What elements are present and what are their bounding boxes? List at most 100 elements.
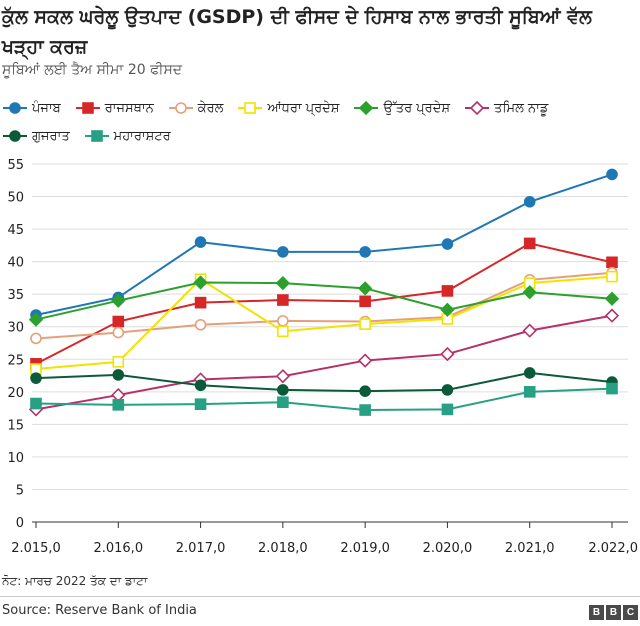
series-group bbox=[30, 367, 618, 397]
y-tick-label: 25 bbox=[7, 353, 24, 368]
series-line bbox=[35, 271, 613, 340]
footer-divider bbox=[0, 596, 640, 597]
legend-swatch bbox=[354, 101, 379, 115]
footnote: ਨੋਟ: ਮਾਰਚ 2022 ਤੱਕ ਦਾ ਡਾਟਾ bbox=[2, 574, 148, 588]
data-point bbox=[359, 318, 371, 330]
data-point bbox=[112, 356, 125, 368]
y-tick-label: 50 bbox=[7, 191, 24, 206]
x-tick-label: 2.016,0 bbox=[93, 541, 143, 556]
data-point bbox=[440, 302, 455, 317]
data-point bbox=[277, 294, 289, 306]
series-group bbox=[28, 308, 620, 417]
legend-marker bbox=[174, 102, 187, 114]
legend-marker bbox=[9, 102, 21, 114]
data-point bbox=[522, 323, 537, 338]
bbc-logo-letter: B bbox=[589, 605, 604, 620]
legend-item: ਰਾਜਸਥਾਨ bbox=[75, 101, 154, 116]
data-point bbox=[277, 384, 289, 396]
legend-swatch bbox=[3, 102, 27, 114]
data-point bbox=[358, 353, 373, 368]
y-tick-label: 10 bbox=[7, 451, 24, 466]
legend-item: ਉੱਤਰ ਪ੍ਰਦੇਸ਼ bbox=[353, 101, 450, 116]
data-point bbox=[440, 346, 455, 362]
data-point bbox=[441, 384, 454, 396]
series-line bbox=[35, 275, 613, 371]
y-tick-label: 55 bbox=[7, 158, 24, 173]
series-line bbox=[35, 281, 613, 321]
data-point bbox=[441, 285, 454, 297]
legend-label: ਰਾਜਸਥਾਨ bbox=[104, 100, 154, 116]
data-point bbox=[194, 379, 207, 392]
data-point bbox=[112, 369, 125, 381]
legend-marker bbox=[469, 101, 485, 115]
data-point bbox=[441, 403, 454, 416]
data-point bbox=[194, 318, 207, 331]
data-point bbox=[523, 367, 536, 379]
legend-swatch bbox=[3, 130, 27, 142]
legend-label: ਕੇਰਲ bbox=[197, 100, 224, 116]
legend-label: ਆਂਧਰਾ ਪ੍ਰਦੇਸ਼ bbox=[267, 100, 340, 116]
legend-swatch bbox=[84, 130, 109, 142]
legend-label: ਉੱਤਰ ਪ੍ਰਦੇਸ਼ bbox=[383, 100, 451, 116]
data-point bbox=[112, 326, 125, 339]
data-point bbox=[606, 168, 618, 181]
data-point bbox=[30, 372, 42, 384]
legend-row-1: ਪੰਜਾਬ ਰਾਜਸਥਾਨ ਕੇਰਲ ਆਂਧਰਾ ਪ੍ਰਦੇਸ਼ ਉੱਤਰ ਪ੍ਰਦੇਸ… bbox=[2, 94, 638, 122]
legend: ਪੰਜਾਬ ਰਾਜਸਥਾਨ ਕੇਰਲ ਆਂਧਰਾ ਪ੍ਰਦੇਸ਼ ਉੱਤਰ ਪ੍ਰਦੇਸ… bbox=[2, 94, 638, 150]
data-point bbox=[359, 385, 371, 397]
series-line bbox=[35, 387, 613, 412]
data-point bbox=[28, 312, 44, 327]
line-chart: 0 5 10 15 20 25 30 35 40 45 50 55 2.015,0 2.016,0 2.01… bbox=[7, 158, 638, 556]
data-point bbox=[606, 256, 618, 269]
x-tick-label: 2.022,0 bbox=[588, 541, 638, 556]
legend-marker bbox=[244, 102, 257, 114]
data-point bbox=[275, 275, 290, 291]
bbc-logo-letter: C bbox=[623, 605, 638, 620]
y-tick-label: 35 bbox=[7, 288, 24, 303]
data-point bbox=[523, 237, 536, 250]
data-point bbox=[194, 296, 207, 309]
data-point bbox=[606, 382, 618, 395]
legend-label: ਗੁਜਰਾਤ bbox=[32, 128, 70, 144]
legend-marker bbox=[9, 130, 21, 142]
data-point bbox=[277, 246, 289, 258]
y-tick-label: 20 bbox=[7, 386, 24, 401]
data-point bbox=[275, 369, 290, 384]
data-point bbox=[112, 315, 125, 328]
y-tick-label: 5 bbox=[16, 483, 24, 498]
legend-item: ਆਂਧਰਾ ਪ੍ਰਦੇਸ਼ bbox=[237, 101, 339, 116]
series-line bbox=[35, 173, 613, 316]
data-point bbox=[606, 270, 618, 283]
x-tick-label: 2.015,0 bbox=[11, 541, 61, 556]
data-point bbox=[522, 285, 537, 300]
source-text: Source: Reserve Bank of India bbox=[2, 603, 197, 618]
legend-swatch bbox=[168, 102, 193, 114]
y-tick-label: 30 bbox=[7, 321, 24, 336]
x-tick-label: 2.021,0 bbox=[505, 541, 555, 556]
x-tick-label: 2.017,0 bbox=[176, 541, 226, 556]
legend-item: ਤਮਿਲ ਨਾਡੂ bbox=[464, 101, 548, 116]
data-point bbox=[112, 399, 125, 411]
legend-item: ਗੁਜਰਾਤ bbox=[2, 129, 70, 144]
legend-label: ਪੰਜਾਬ bbox=[32, 100, 61, 116]
data-point bbox=[358, 281, 373, 296]
data-point bbox=[30, 332, 42, 345]
data-point bbox=[523, 386, 536, 398]
legend-label: ਮਹਾਰਾਸ਼ਟਰ bbox=[113, 128, 171, 144]
legend-swatch bbox=[465, 101, 490, 115]
legend-item: ਪੰਜਾਬ bbox=[2, 101, 61, 116]
legend-marker bbox=[81, 102, 94, 114]
x-tick-label: 2.019,0 bbox=[340, 541, 390, 556]
legend-row-2: ਗੁਜਰਾਤ ਮਹਾਰਾਸ਼ਟਰ bbox=[2, 122, 638, 150]
y-tick-label: 40 bbox=[7, 256, 24, 271]
legend-swatch bbox=[75, 102, 100, 114]
data-point bbox=[277, 396, 289, 409]
x-tick-label: 2.018,0 bbox=[258, 541, 308, 556]
data-point bbox=[604, 308, 620, 323]
data-point bbox=[111, 293, 126, 308]
chart-title: ਕੁੱਲ ਸਕਲ ਘਰੇਲੂ ਉਤਪਾਦ (GSDP) ਦੀ ਫੀਸਦ ਦੇ ਹ… bbox=[2, 6, 592, 58]
data-point bbox=[193, 275, 208, 290]
data-point bbox=[194, 236, 207, 248]
legend-marker bbox=[90, 130, 103, 142]
y-tick-label: 0 bbox=[16, 516, 24, 531]
